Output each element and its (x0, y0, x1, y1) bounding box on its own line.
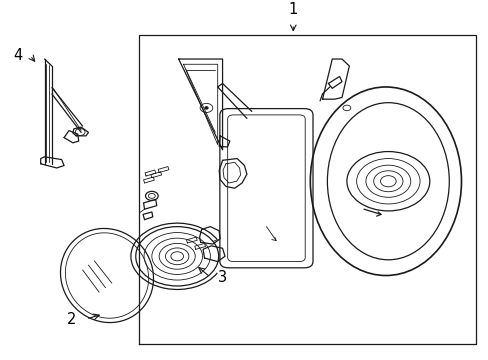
Text: 1: 1 (288, 2, 297, 17)
Text: 2: 2 (67, 312, 76, 327)
Text: 4: 4 (13, 48, 22, 63)
Circle shape (204, 107, 207, 109)
Text: 3: 3 (217, 270, 226, 285)
